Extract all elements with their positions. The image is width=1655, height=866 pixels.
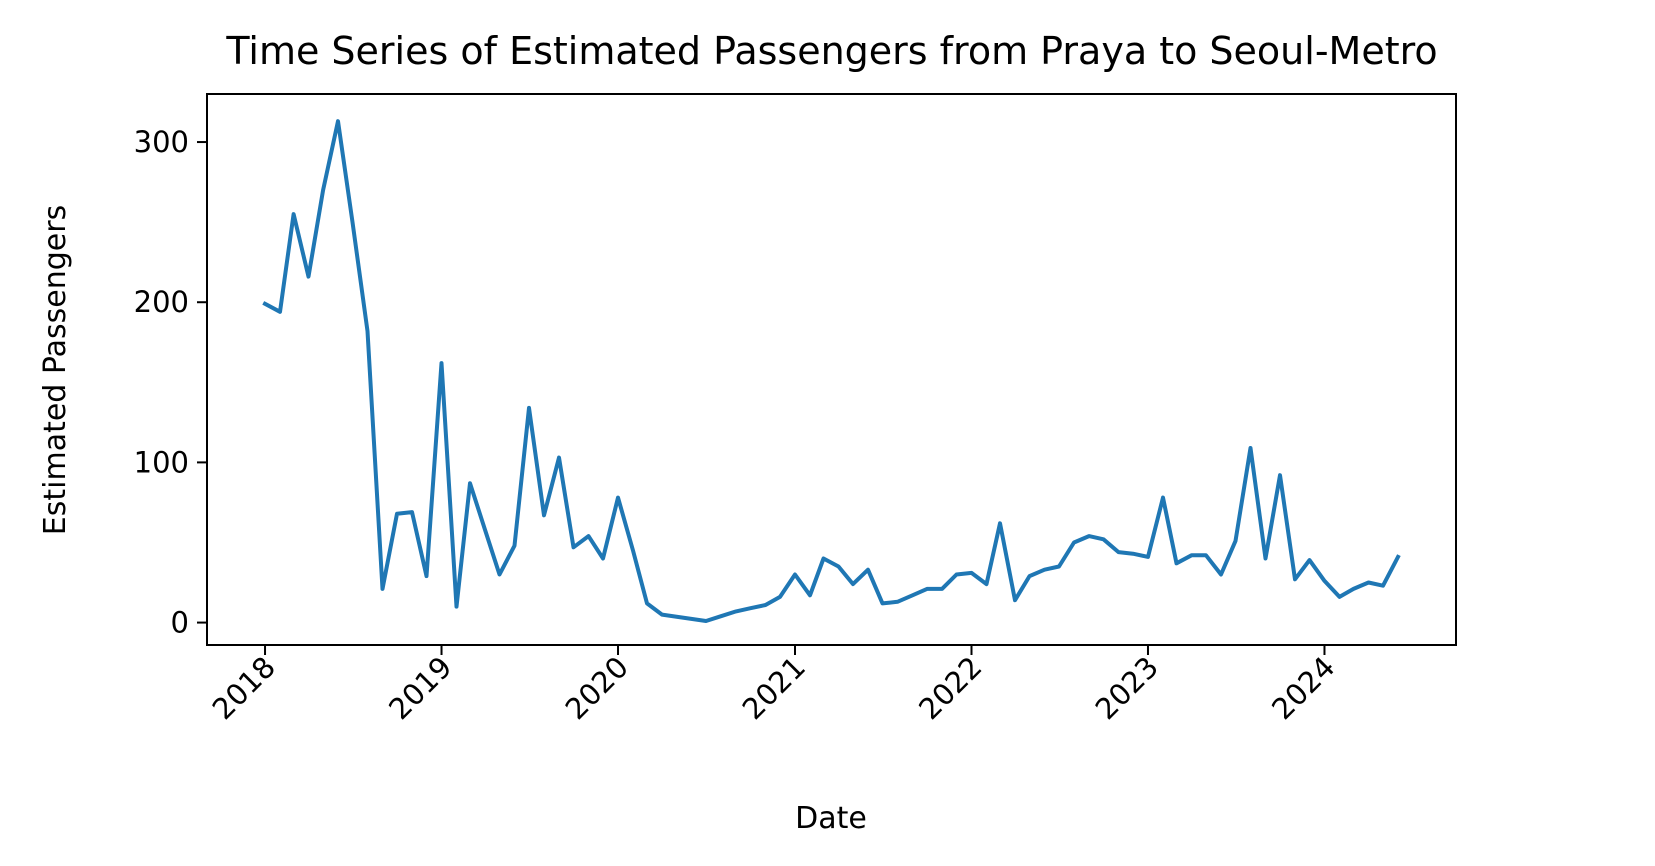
- x-tick-label: 2023: [1089, 650, 1165, 726]
- y-axis-label: Estimated Passengers: [38, 205, 73, 535]
- x-tick-label: 2021: [736, 650, 812, 726]
- x-tick-label: 2018: [206, 650, 282, 726]
- x-axis: 2018 2019 2020 2021 2022 2023 2024: [206, 645, 1341, 726]
- y-axis: 0 100 200 300: [134, 125, 207, 640]
- x-tick-label: 2019: [382, 650, 458, 726]
- x-axis-label: Date: [795, 801, 867, 836]
- x-tick-label: 2022: [912, 650, 988, 726]
- x-tick-label: 2020: [559, 650, 635, 726]
- series-line-1: [262, 119, 1401, 623]
- y-tick-label: 200: [134, 285, 189, 319]
- y-tick-label: 0: [171, 606, 189, 640]
- y-tick-label: 300: [134, 125, 189, 159]
- chart-title: Time Series of Estimated Passengers from…: [225, 29, 1437, 73]
- x-tick-label: 2024: [1265, 650, 1341, 726]
- y-tick-label: 100: [134, 445, 189, 479]
- plot-area: [206, 93, 1457, 646]
- plot-frame: [206, 93, 1457, 646]
